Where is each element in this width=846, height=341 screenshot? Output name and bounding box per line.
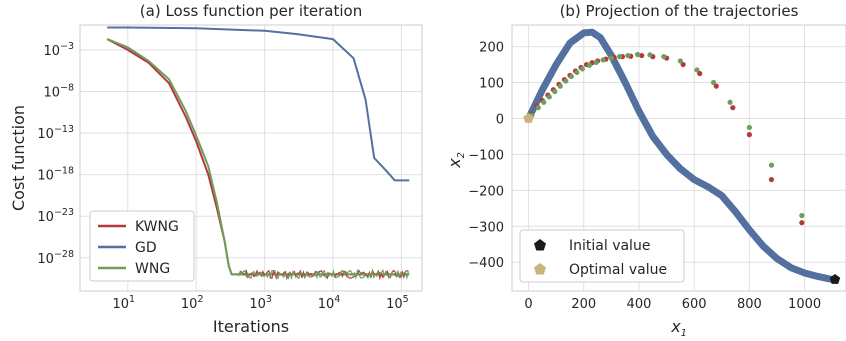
kwng-point xyxy=(680,61,686,68)
wng-trajectory-points xyxy=(529,51,805,219)
wng-point xyxy=(546,94,552,100)
loss-y-tick-label: 10−28 xyxy=(37,249,74,267)
kwng-point xyxy=(713,83,719,89)
kwng-point xyxy=(697,70,703,77)
panel-loss: (a) Loss function per iteration 101 102 10… xyxy=(9,2,423,336)
trajectory-x-tick-label: 0 xyxy=(524,297,532,312)
kwng-trajectory-points xyxy=(528,52,805,226)
panel-trajectories: (b) Projection of the trajectories 0 200 4… xyxy=(445,2,846,339)
loss-y-ticks: 10−3 10−8 10−13 10−18 10−23 10−28 xyxy=(37,41,74,267)
trajectory-x-tick-label: 400 xyxy=(627,297,652,312)
loss-x-tick-label: 105 xyxy=(386,294,409,312)
gd-trajectory-path xyxy=(525,28,836,283)
initial-value-marker xyxy=(829,274,841,284)
legend-item-initial-value: Initial value xyxy=(534,238,650,254)
loss-x-ticks: 101 102 103 104 105 xyxy=(113,294,409,312)
trajectory-y-tick-label: −100 xyxy=(468,148,504,163)
wng-point xyxy=(586,62,592,68)
loss-x-axis-label: Iterations xyxy=(213,317,289,336)
kwng-point xyxy=(730,105,736,111)
trajectory-y-ticks: 200 100 0 −100 −200 −300 −400 xyxy=(468,41,504,272)
legend-item-optimal-value: Optimal value xyxy=(534,262,667,278)
loss-y-tick-label: 10−18 xyxy=(37,166,74,184)
trajectory-y-tick-label: 200 xyxy=(479,41,504,56)
trajectory-x-tick-label: 200 xyxy=(571,297,596,312)
loss-chart-title: (a) Loss function per iteration xyxy=(140,2,362,20)
loss-series-layer xyxy=(106,26,410,281)
legend-label-optimal-value: Optimal value xyxy=(569,262,667,278)
loss-noise-band xyxy=(236,268,409,281)
trajectory-x-tick-label: 600 xyxy=(682,297,707,312)
optimal-value-marker xyxy=(523,113,534,123)
wng-point xyxy=(677,58,683,64)
wng-point xyxy=(557,83,563,89)
wng-point xyxy=(661,54,667,60)
legend-label-kwng: KWNG xyxy=(135,219,179,235)
wng-point xyxy=(710,79,717,86)
wng-point xyxy=(568,73,574,80)
loss-plot-frame xyxy=(79,24,423,292)
loss-y-axis-label: Cost function xyxy=(9,105,28,211)
legend-marker-optimal-value xyxy=(534,263,546,275)
legend-item-gd: GD xyxy=(98,240,157,256)
wng-point xyxy=(617,54,623,60)
trajectory-y-axis-label: x2 xyxy=(445,152,467,169)
legend-label-wng: WNG xyxy=(135,261,170,277)
trajectory-y-tick-label: 100 xyxy=(479,77,504,92)
loss-x-tick-label: 101 xyxy=(113,294,136,312)
legend-label-initial-value: Initial value xyxy=(569,238,650,254)
loss-x-tick-label: 102 xyxy=(181,294,204,312)
trajectory-plot-frame xyxy=(511,24,846,292)
loss-y-tick-label: 10−23 xyxy=(37,207,74,225)
trajectory-y-tick-label: −400 xyxy=(468,256,504,271)
trajectory-x-ticks: 0 200 400 600 800 1000 xyxy=(524,297,821,312)
wng-point xyxy=(647,52,653,58)
legend-item-wng: WNG xyxy=(98,261,170,277)
wng-point xyxy=(579,66,585,72)
loss-legend: KWNG GD WNG xyxy=(89,210,195,282)
wng-point xyxy=(799,212,805,219)
wng-point xyxy=(625,52,631,59)
loss-y-tick-label: 10−13 xyxy=(37,124,74,142)
trajectory-x-axis-label: x1 xyxy=(670,317,687,339)
trajectory-x-tick-label: 800 xyxy=(737,297,762,312)
loss-y-tick-label: 10−3 xyxy=(43,41,74,59)
wng-noise xyxy=(236,268,409,281)
wng-point xyxy=(574,69,580,76)
loss-x-tick-label: 103 xyxy=(249,294,272,312)
trajectory-x-tick-label: 1000 xyxy=(788,297,821,312)
legend-label-gd: GD xyxy=(135,240,157,256)
loss-x-tick-label: 104 xyxy=(318,294,341,312)
wng-point xyxy=(563,78,569,84)
trajectory-legend: Initial value Optimal value xyxy=(519,229,685,283)
kwng-point xyxy=(746,132,752,138)
loss-y-tick-label: 10−8 xyxy=(43,83,74,101)
kwng-point xyxy=(799,220,805,226)
wng-point xyxy=(593,59,599,65)
wng-point xyxy=(768,162,775,168)
trajectory-series-layer xyxy=(523,28,841,284)
kwng-point xyxy=(768,176,775,183)
wng-point xyxy=(746,124,752,131)
wng-point xyxy=(600,57,606,63)
wng-point xyxy=(634,51,641,58)
wng-point xyxy=(552,88,558,95)
trajectory-chart-title: (b) Projection of the trajectories xyxy=(560,2,799,20)
kwng-point xyxy=(639,52,645,59)
wng-point xyxy=(694,67,700,73)
trajectory-legend-box xyxy=(519,229,685,283)
legend-item-kwng: KWNG xyxy=(98,219,179,235)
legend-marker-initial-value xyxy=(534,239,546,251)
wng-point xyxy=(541,99,547,105)
trajectory-y-tick-label: −300 xyxy=(468,220,504,235)
wng-point xyxy=(727,99,733,105)
loss-legend-box xyxy=(89,210,195,282)
series-line-gd xyxy=(107,26,410,182)
wng-point xyxy=(608,55,614,61)
wng-point xyxy=(535,105,541,111)
trajectory-y-tick-label: 0 xyxy=(496,112,504,127)
trajectory-y-tick-label: −200 xyxy=(468,184,504,199)
